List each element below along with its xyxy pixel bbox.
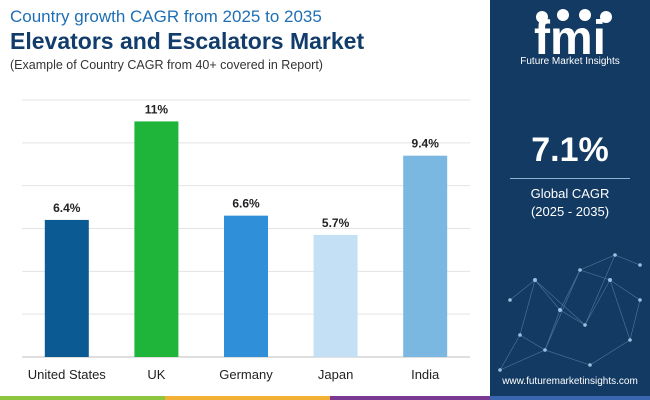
cagr-divider [510, 178, 630, 179]
category-label-germany: Germany [219, 367, 273, 382]
chart-subtitle: (Example of Country CAGR from 40+ covere… [10, 58, 323, 72]
value-labels: 6.4% 11% 6.6% 5.7% 9.4% [53, 102, 439, 230]
value-label-united-states: 6.4% [53, 201, 81, 215]
value-label-india: 9.4% [412, 137, 440, 151]
bar-chart: 6.4% 11% 6.6% 5.7% 9.4% United States UK Germa… [22, 99, 470, 382]
value-label-uk: 11% [145, 102, 169, 116]
category-label-united-states: United States [28, 367, 107, 382]
bottom-color-bar [0, 396, 650, 400]
bars [44, 121, 448, 358]
cagr-label: Global CAGR [530, 186, 610, 201]
chart-title-line2: Elevators and Escalators Market [10, 28, 365, 54]
bar-united-states [44, 219, 89, 357]
value-label-germany: 6.6% [232, 197, 260, 211]
network-graphic [498, 253, 642, 372]
bar-segment-orange [165, 396, 330, 400]
cagr-period: (2025 - 2035) [530, 204, 610, 219]
chart-title-line1: Country growth CAGR from 2025 to 2035 [10, 7, 322, 26]
side-panel: fmi Future Market Insights 7.1% Global C… [490, 0, 650, 400]
bar-segment-blue [490, 396, 650, 400]
value-label-japan: 5.7% [322, 216, 350, 230]
brand-name: Future Market Insights [520, 56, 620, 67]
website-url[interactable]: www.futuremarketinsights.com [502, 376, 638, 387]
bar-japan [313, 234, 358, 357]
category-label-japan: Japan [318, 367, 353, 382]
bar-segment-green [0, 396, 165, 400]
bar-uk [134, 121, 179, 358]
fmi-logo: fmi [534, 9, 612, 65]
category-labels: United States UK Germany Japan India [28, 367, 440, 382]
bar-segment-purple [330, 396, 490, 400]
category-label-uk: UK [147, 367, 165, 382]
bar-india [403, 155, 448, 357]
bar-germany [224, 215, 268, 357]
chart-header: Country growth CAGR from 2025 to 2035 El… [10, 6, 480, 75]
cagr-value: 7.1% [531, 131, 609, 169]
category-label-india: India [411, 367, 440, 382]
global-cagr: 7.1% Global CAGR (2025 - 2035) [500, 130, 640, 221]
